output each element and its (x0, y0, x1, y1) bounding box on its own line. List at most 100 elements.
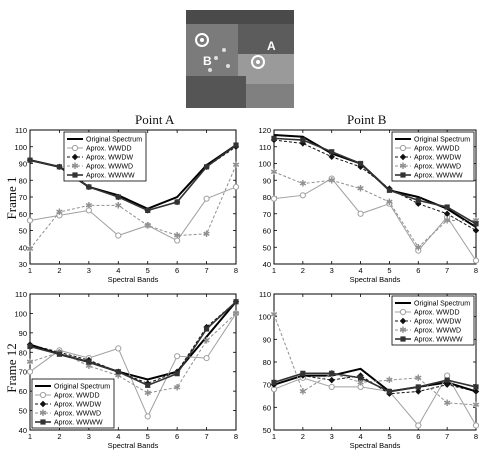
series-line (29, 313, 237, 394)
legend-marker: ✱ (71, 161, 79, 171)
data-point (329, 370, 335, 376)
y-tick-label: 90 (263, 335, 271, 344)
x-tick-label: 4 (116, 432, 120, 441)
legend-label: Aprox. WWWW (414, 173, 463, 180)
data-point (328, 383, 335, 391)
data-point: ✱ (328, 175, 336, 185)
thumb-label-a: A (267, 39, 276, 53)
legend-marker (400, 336, 406, 342)
data-point: ✱ (386, 197, 394, 207)
chart-frame1-point-b: 40 50 60 70 80 90 100 110 120 1 2 3 4 5 6 7 8 Spectral Ba… (258, 126, 479, 284)
x-tick-label: 5 (146, 266, 150, 275)
x-tick-label: 4 (358, 266, 362, 275)
y-tick-label: 110 (15, 126, 27, 135)
x-tick-label: 3 (87, 432, 91, 441)
point-b-marker (195, 33, 209, 47)
x-tick-label: 7 (445, 432, 449, 441)
legend-label: Aprox. WWDD (86, 146, 132, 153)
x-tick-label: 6 (175, 432, 179, 441)
legend-marker (72, 172, 78, 178)
data-point (115, 232, 122, 239)
y-tick-label: 80 (19, 176, 27, 185)
y-tick-label: 50 (19, 407, 27, 416)
data-point (144, 413, 151, 420)
data-point (271, 135, 277, 141)
legend-marker (40, 419, 46, 425)
x-tick-label: 6 (175, 266, 179, 275)
data-point (232, 183, 240, 191)
legend-label: Aprox. WWDD (54, 393, 100, 400)
legend-label: Aprox. WWWW (54, 420, 103, 427)
x-axis-label: Spectral Bands (350, 441, 401, 450)
legend: Original Spectrum Aprox. WWDD Aprox. WWDW ✱… (391, 295, 475, 346)
y-tick-label: 50 (19, 227, 27, 236)
data-point (357, 383, 364, 391)
y-tick-label: 100 (14, 143, 27, 152)
x-tick-label: 2 (301, 432, 305, 441)
legend-marker (399, 144, 407, 152)
data-point (444, 372, 451, 379)
data-point (300, 137, 306, 143)
legend-label: Aprox. WWWW (86, 173, 135, 180)
data-point (26, 217, 34, 224)
series-line (273, 177, 477, 261)
data-point: ✱ (299, 179, 307, 189)
data-point (56, 351, 63, 357)
series-2 (26, 183, 240, 244)
legend: Original Spectrum Aprox. WWDD Aprox. WWDW ✱… (391, 131, 475, 182)
data-point: ✱ (443, 215, 451, 225)
data-point (203, 326, 210, 332)
data-point (145, 382, 151, 388)
data-point: ✱ (85, 200, 93, 210)
data-point (85, 207, 92, 214)
y-tick-label: 70 (19, 193, 27, 202)
y-tick-label: 40 (19, 243, 27, 252)
y-tick-label: 90 (263, 176, 271, 185)
series-line (273, 139, 477, 231)
legend: Original Spectrum Aprox. WWDD Aprox. WWDW ✱… (63, 131, 147, 182)
y-tick-label: 80 (263, 358, 271, 367)
legend-marker: ✱ (399, 325, 407, 335)
data-point: ✱ (85, 361, 93, 371)
data-point: ✱ (203, 336, 211, 346)
legend-label: Aprox. WWWD (54, 411, 101, 418)
y-tick-label: 80 (263, 193, 271, 202)
legend-label: Original Spectrum (414, 301, 470, 308)
y-tick-label: 70 (263, 381, 271, 390)
series-2 (270, 372, 480, 429)
y-tick-label: 110 (259, 290, 271, 299)
y-tick-label: 90 (19, 160, 27, 169)
data-point (328, 153, 335, 160)
y-tick-label: 40 (19, 426, 27, 435)
data-point (86, 359, 92, 365)
x-tick-label: 3 (330, 266, 334, 275)
series-5 (27, 299, 239, 388)
x-tick-label: 8 (474, 266, 478, 275)
data-point (27, 343, 33, 350)
legend-marker (71, 144, 79, 152)
series-line (29, 301, 237, 387)
x-tick-label: 8 (234, 432, 238, 441)
data-point (27, 157, 33, 163)
data-point: ✱ (270, 167, 278, 177)
data-point (26, 368, 34, 375)
data-point (174, 353, 181, 360)
data-point (271, 379, 277, 385)
x-axis-label: Spectral Bands (108, 441, 159, 450)
data-point: ✱ (415, 242, 423, 252)
y-tick-label: 120 (258, 126, 271, 135)
y-tick-label: 60 (263, 403, 271, 412)
data-point (328, 376, 335, 384)
legend-label: Aprox. WWDW (414, 319, 461, 326)
data-point (233, 142, 239, 148)
data-point (299, 192, 306, 199)
data-point: ✱ (443, 398, 451, 408)
x-tick-label: 3 (87, 266, 91, 275)
data-point: ✱ (299, 386, 307, 396)
legend-label: Original Spectrum (54, 384, 110, 391)
series-line (29, 313, 237, 418)
y-tick-label: 90 (19, 329, 27, 338)
data-point: ✱ (26, 357, 34, 367)
legend-label: Aprox. WWWD (86, 164, 133, 171)
data-point: ✱ (357, 184, 365, 194)
